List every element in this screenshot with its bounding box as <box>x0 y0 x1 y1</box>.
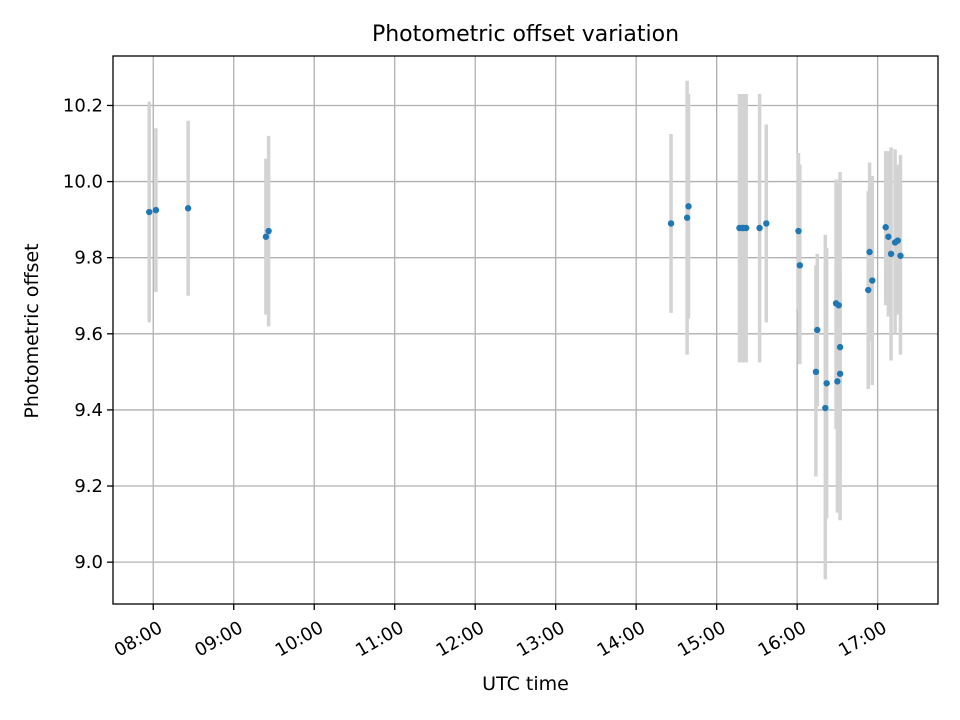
data-point <box>822 404 829 412</box>
x-tick-label: 17:00 <box>835 617 890 661</box>
data-point <box>756 224 763 232</box>
y-tick-label: 9.4 <box>74 400 103 421</box>
data-point <box>834 378 841 385</box>
data-point <box>887 250 895 258</box>
y-tick-label: 9.6 <box>74 324 103 345</box>
y-tick-label: 9.0 <box>74 552 103 573</box>
data-point <box>685 203 692 210</box>
y-tick-label: 10.2 <box>63 95 103 116</box>
data-point <box>262 233 270 240</box>
data-point <box>823 380 830 387</box>
chart-title: Photometric offset variation <box>371 22 680 47</box>
data-point <box>683 214 691 221</box>
data-point <box>897 252 904 259</box>
y-tick-label: 9.2 <box>74 476 103 497</box>
y-axis-ticks: 9.0 9.2 9.4 9.6 9.8 10.0 10.2 <box>63 95 113 573</box>
data-point <box>836 370 844 377</box>
x-tick-label: 14:00 <box>594 617 649 661</box>
x-tick-label: 12:00 <box>433 617 488 661</box>
data-point <box>146 208 153 216</box>
data-point <box>835 302 842 309</box>
x-tick-label: 09:00 <box>191 617 246 661</box>
x-tick-label: 16:00 <box>755 617 810 661</box>
x-axis-label: UTC time <box>482 673 569 695</box>
data-point <box>894 237 901 244</box>
x-tick-label: 08:00 <box>111 617 166 661</box>
data-point <box>184 205 192 212</box>
y-axis-label: Photometric offset <box>21 243 43 419</box>
data-point <box>885 233 892 240</box>
data-point <box>869 277 876 284</box>
error-bars <box>147 80 903 580</box>
data-point <box>265 227 272 235</box>
grid-layer <box>113 56 938 604</box>
data-point <box>836 343 844 351</box>
data-point <box>742 224 750 232</box>
x-tick-label: 13:00 <box>513 617 568 661</box>
y-tick-label: 10.0 <box>63 172 103 193</box>
data-points <box>146 203 904 412</box>
data-point <box>763 220 770 227</box>
data-point <box>152 206 160 214</box>
x-tick-label: 11:00 <box>352 617 407 661</box>
data-point <box>796 262 804 269</box>
y-tick-label: 9.8 <box>74 248 103 269</box>
data-point <box>882 224 889 231</box>
x-tick-label: 10:00 <box>272 617 327 661</box>
data-point <box>866 248 873 256</box>
data-point <box>812 368 820 376</box>
data-point <box>814 326 821 334</box>
x-axis-ticks: 08:00 09:00 10:00 11:00 12:00 13:00 14:00 15:00… <box>111 604 891 661</box>
plot-frame <box>112 55 939 605</box>
x-tick-label: 15:00 <box>674 617 729 661</box>
data-point <box>865 286 872 294</box>
data-point <box>795 227 802 235</box>
data-point <box>667 220 675 227</box>
